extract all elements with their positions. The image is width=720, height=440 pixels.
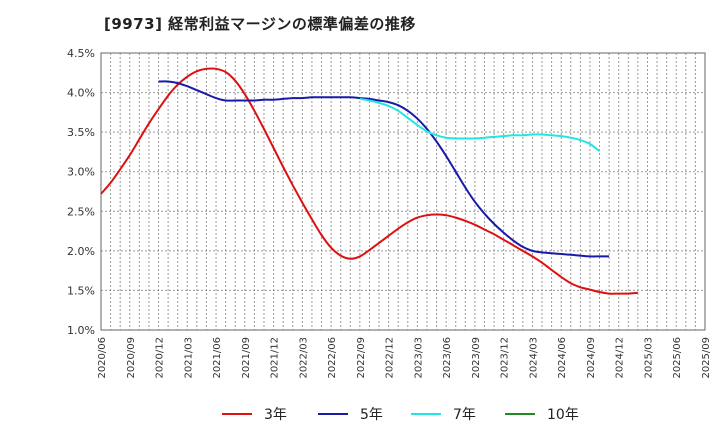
- x-tick-label: 2024/09: [586, 337, 597, 379]
- x-tick-label: 2024/06: [557, 337, 568, 379]
- legend-label: 10年: [547, 407, 579, 423]
- x-tick-label: 2020/09: [126, 337, 137, 379]
- x-tick-label: 2025/03: [643, 337, 654, 379]
- x-tick-label: 2021/03: [183, 337, 194, 379]
- series-line-2: [158, 80, 610, 258]
- y-tick-label: 2.5%: [67, 205, 95, 218]
- x-tick-label: 2022/12: [385, 337, 396, 379]
- x-tick-label: 2024/03: [528, 337, 539, 379]
- y-tick-label: 4.5%: [67, 47, 95, 60]
- x-axis-ticks: 2020/06 2020/09 2020/12 2021/03 2021/06 2021/…: [97, 337, 712, 379]
- x-tick-label: 2025/09: [701, 337, 712, 379]
- x-tick-label: 2022/06: [327, 337, 338, 379]
- x-tick-label: 2020/12: [155, 337, 166, 379]
- series-lines: [100, 67, 638, 295]
- x-tick-label: 2025/06: [672, 337, 683, 379]
- y-tick-label: 1.0%: [67, 324, 95, 337]
- y-tick-label: 3.0%: [67, 166, 95, 179]
- x-tick-label: 2022/09: [356, 337, 367, 379]
- x-tick-label: 2023/03: [413, 337, 424, 379]
- x-tick-label: 2021/12: [270, 337, 281, 379]
- y-tick-label: 3.5%: [67, 126, 95, 139]
- plot-frame: [100, 52, 706, 331]
- series-line-3: [359, 97, 601, 152]
- y-axis-ticks: 1.0% 1.5% 2.0% 2.5% 3.0% 3.5% 4.0% 4.5%: [67, 47, 95, 337]
- series-line-1: [100, 67, 638, 295]
- x-tick-label: 2023/09: [471, 337, 482, 379]
- legend-label: 5年: [360, 407, 383, 423]
- legend: 3年 5年 7年 10年: [222, 407, 579, 423]
- x-tick-label: 2020/06: [97, 337, 108, 379]
- x-tick-label: 2024/12: [615, 337, 626, 379]
- plot-border: [100, 52, 706, 331]
- legend-label: 7年: [453, 407, 476, 423]
- x-tick-label: 2022/03: [298, 337, 309, 379]
- chart-title: [9973] 経常利益マージンの標準偏差の推移: [104, 15, 416, 33]
- y-tick-label: 1.5%: [67, 284, 95, 297]
- y-tick-label: 2.0%: [67, 245, 95, 258]
- x-tick-label: 2021/09: [241, 337, 252, 379]
- legend-label: 3年: [264, 407, 287, 423]
- x-tick-label: 2023/06: [442, 337, 453, 379]
- x-tick-label: 2021/06: [212, 337, 223, 379]
- grid-lines: [100, 52, 706, 331]
- y-tick-label: 4.0%: [67, 87, 95, 100]
- x-tick-label: 2023/12: [500, 337, 511, 379]
